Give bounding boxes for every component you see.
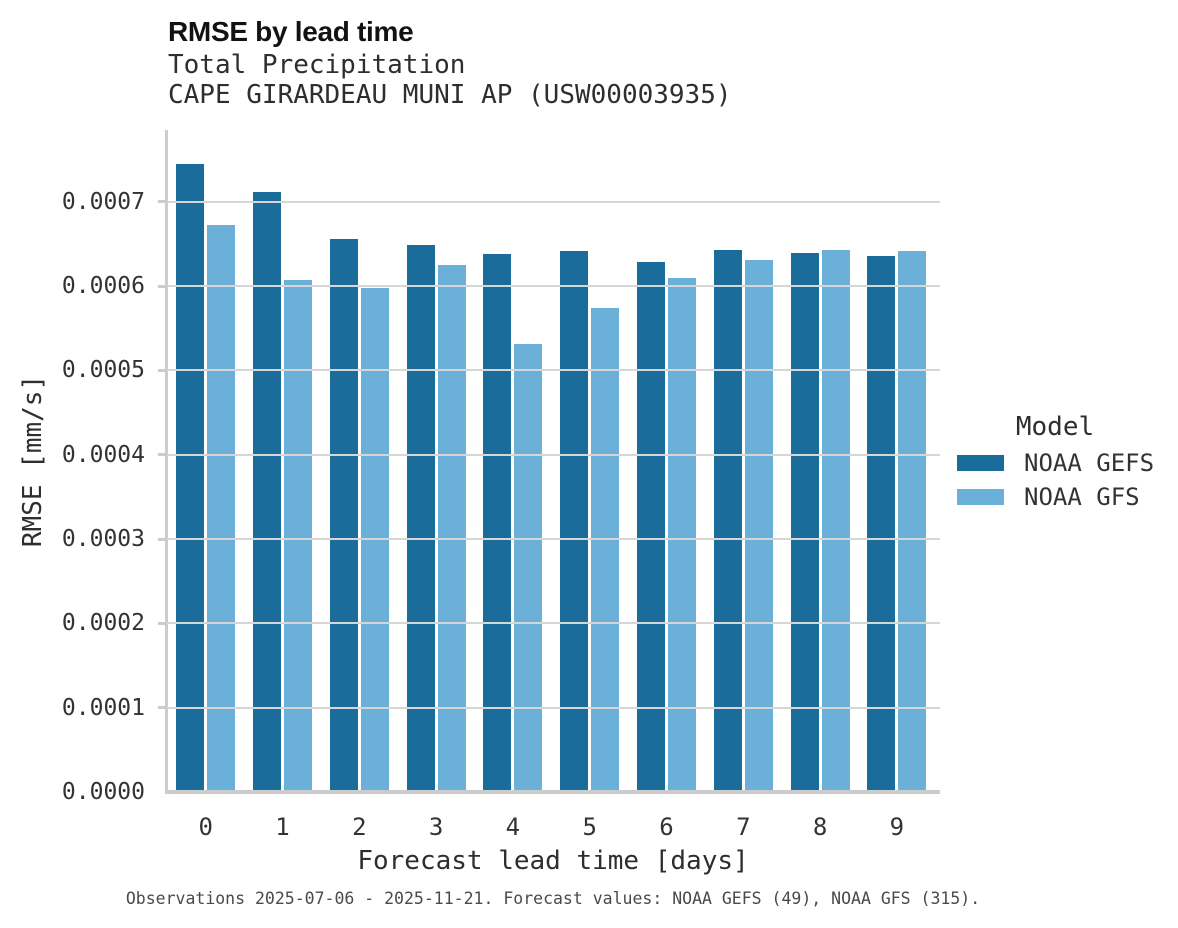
y-tick-label: 0.0005: [61, 357, 145, 384]
bar-noaa-gfs-day-7: [744, 259, 773, 792]
bar-noaa-gfs-day-4: [514, 344, 543, 792]
bar-noaa-gfs-day-8: [821, 249, 850, 792]
x-tick-label: 8: [812, 813, 828, 841]
chart-title: RMSE by lead time: [168, 16, 414, 47]
x-axis-label: Forecast lead time [days]: [357, 846, 749, 876]
bar-noaa-gefs-day-1: [253, 192, 281, 792]
x-tick-label: 2: [352, 813, 367, 841]
y-tick-mark: [158, 706, 166, 710]
y-tick-mark: [158, 453, 166, 457]
bar-noaa-gefs-day-7: [713, 249, 742, 792]
y-tick-mark: [158, 621, 166, 625]
bar-noaa-gfs-day-5: [591, 307, 620, 792]
legend: Model NOAA GEFS NOAA GFS: [955, 412, 1165, 523]
gridline: [167, 538, 940, 540]
gridline: [167, 622, 940, 625]
y-tick-label: 0.0001: [61, 694, 145, 721]
x-tick-label: 1: [275, 813, 290, 841]
x-tick-label: 3: [428, 813, 444, 841]
plot-area: [167, 130, 940, 792]
legend-item-noaa-gefs: NOAA GEFS: [955, 451, 1165, 475]
bar-noaa-gefs-day-9: [867, 255, 896, 792]
legend-swatch-noaa-gfs: [957, 489, 1004, 505]
x-tick-label: 0: [198, 813, 213, 841]
y-axis-spine: [165, 130, 168, 792]
y-tick-label: 0.0004: [61, 441, 145, 468]
legend-title: Model: [1015, 412, 1095, 442]
y-tick-label: 0.0002: [61, 610, 145, 637]
legend-item-label: NOAA GFS: [1024, 483, 1140, 511]
bar-noaa-gfs-day-3: [437, 264, 466, 792]
x-tick-label: 5: [582, 813, 597, 841]
bar-noaa-gefs-day-6: [637, 261, 665, 792]
gridline: [167, 200, 940, 203]
bar-noaa-gfs-day-6: [668, 278, 696, 792]
x-tick-label: 7: [736, 813, 751, 841]
bar-noaa-gfs-day-9: [898, 251, 927, 792]
legend-item-label: NOAA GEFS: [1024, 449, 1155, 477]
y-tick-mark: [158, 284, 166, 288]
gridline: [167, 706, 940, 709]
chart-subtitle-variable: Total Precipitation: [168, 50, 466, 80]
y-tick-label: 0.0006: [61, 273, 145, 299]
gridline: [167, 453, 940, 456]
y-tick-label: 0.0003: [61, 526, 145, 552]
x-tick-label: 6: [659, 813, 674, 841]
y-tick-mark: [158, 368, 166, 372]
y-tick-mark: [158, 200, 166, 204]
x-axis-baseline: [165, 790, 940, 794]
bar-noaa-gfs-day-1: [284, 280, 312, 792]
bar-noaa-gefs-day-3: [406, 244, 435, 792]
chart-subtitle-station: CAPE GIRARDEAU MUNI AP (USW00003935): [168, 80, 732, 110]
bar-noaa-gefs-day-2: [329, 238, 358, 792]
bar-noaa-gefs-day-8: [790, 253, 819, 792]
y-tick-label: 0.0007: [61, 188, 145, 215]
bar-noaa-gefs-day-5: [560, 251, 589, 792]
legend-item-noaa-gfs: NOAA GFS: [955, 485, 1165, 509]
x-tick-label: 9: [889, 813, 905, 841]
y-tick-mark: [158, 537, 166, 541]
legend-swatch-noaa-gefs: [957, 455, 1004, 471]
bar-noaa-gfs-day-0: [207, 225, 236, 792]
y-tick-label: 0.0000: [61, 779, 145, 805]
bar-noaa-gefs-day-0: [176, 163, 205, 792]
gridline: [167, 369, 940, 372]
footer-caption: Observations 2025-07-06 - 2025-11-21. Fo…: [125, 889, 981, 908]
bar-noaa-gefs-day-4: [483, 253, 512, 792]
x-tick-label: 4: [505, 813, 521, 841]
gridline: [167, 285, 940, 287]
